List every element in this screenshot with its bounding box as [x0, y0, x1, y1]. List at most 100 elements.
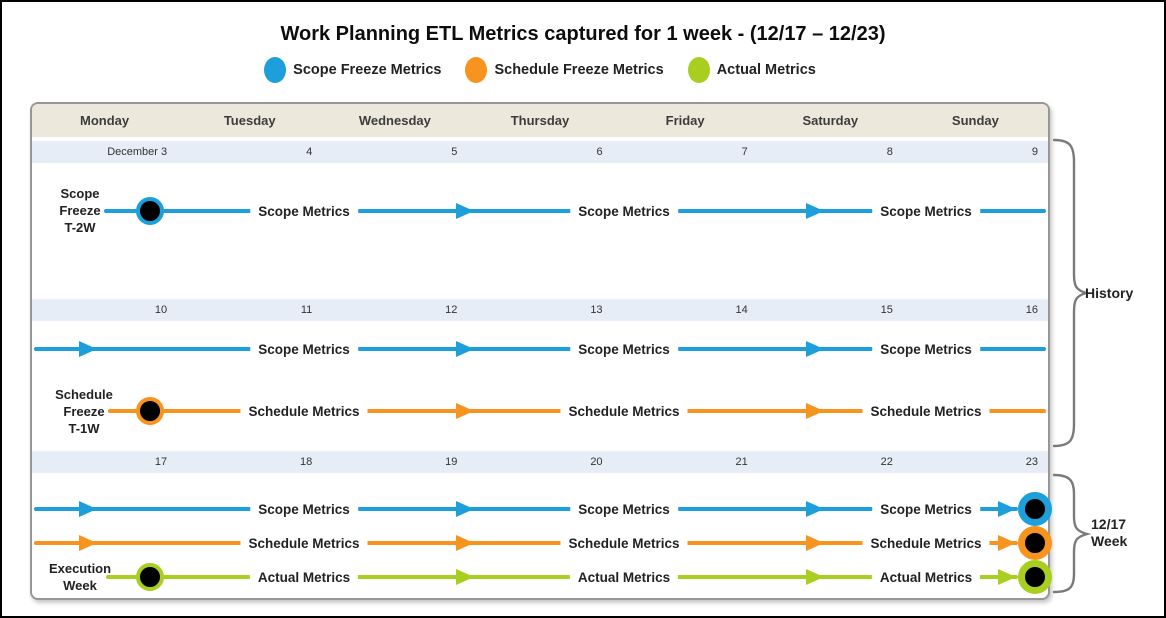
segment-label: Actual Metrics	[249, 560, 359, 594]
legend-label: Schedule Freeze Metrics	[494, 62, 664, 78]
date-cell: 18	[300, 456, 313, 468]
legend-item-scope-freeze: Scope Freeze Metrics	[264, 57, 441, 83]
arrow-right-icon	[806, 535, 824, 551]
execution-week-label: Execution Week	[48, 561, 112, 593]
date-cell: 12	[445, 304, 458, 316]
date-cell: 13	[590, 304, 603, 316]
date-cell: 19	[445, 456, 458, 468]
actual-legend-dot-icon	[687, 57, 710, 83]
arrow-right-icon	[806, 203, 824, 219]
arrow-right-icon	[806, 569, 824, 585]
scope-capture-endpoint-dot	[1018, 492, 1052, 526]
day-header: Wednesday	[358, 113, 431, 128]
date-cell: 16	[1025, 304, 1038, 316]
segment-label: Schedule Metrics	[862, 394, 990, 428]
segment-label: Scope Metrics	[872, 194, 980, 228]
day-header-row: Monday Tuesday Wednesday Thursday Friday…	[32, 104, 1048, 137]
date-row-week1: December 3 4 5 6 7 8 9	[32, 141, 1048, 163]
scope-freeze-milestone-dot	[136, 197, 164, 225]
arrow-right-icon	[998, 501, 1016, 517]
date-cell: December 3	[107, 146, 168, 158]
brace-icons	[1052, 138, 1092, 594]
day-header: Tuesday	[223, 113, 276, 128]
actual-capture-endpoint-dot	[1018, 560, 1052, 594]
date-cell: 6	[596, 146, 603, 158]
arrow-right-icon	[456, 569, 474, 585]
timeline-line	[34, 507, 1018, 511]
history-brace-icon	[1052, 138, 1091, 448]
arrow-right-icon	[79, 341, 97, 357]
schedule-freeze-label: Schedule Freeze T-1W	[55, 387, 113, 436]
timeline-line	[106, 575, 1018, 579]
history-annotation: History	[1085, 285, 1134, 301]
execution-week-milestone-dot	[136, 563, 164, 591]
segment-label: Scope Metrics	[872, 492, 980, 526]
scope-freeze-legend-dot-icon	[264, 57, 287, 83]
segment-label: Schedule Metrics	[862, 526, 990, 560]
segment-label: Actual Metrics	[871, 560, 981, 594]
date-cell: 4	[306, 146, 313, 158]
segment-label: Scope Metrics	[872, 332, 980, 366]
timeline-week3-scope: Scope Metrics Scope Metrics Scope Metric…	[32, 492, 1052, 526]
timeline-line	[34, 541, 1018, 545]
date-row-week3: 17 18 19 20 21 22 23	[32, 451, 1048, 473]
date-row-week2: 10 11 12 13 14 15 16	[32, 299, 1048, 321]
diagram-title: Work Planning ETL Metrics captured for 1…	[280, 23, 886, 45]
arrow-right-icon	[456, 403, 474, 419]
timeline-week2-scope: Scope Metrics Scope Metrics Scope Metric…	[32, 332, 1048, 366]
segment-label: Actual Metrics	[569, 560, 679, 594]
current-week-annotation: 12/17 Week	[1091, 516, 1128, 549]
timeline-week2-schedule: Schedule Metrics Schedule Metrics Schedu…	[32, 394, 1048, 428]
date-cell: 8	[886, 146, 893, 158]
segment-label: Schedule Metrics	[240, 394, 368, 428]
arrow-right-icon	[998, 569, 1016, 585]
segment-label: Schedule Metrics	[560, 394, 688, 428]
arrow-right-icon	[456, 203, 474, 219]
segment-label: Scope Metrics	[570, 194, 678, 228]
date-cell: 9	[1031, 146, 1038, 158]
arrow-right-icon	[79, 535, 97, 551]
arrow-right-icon	[456, 501, 474, 517]
date-cell: 7	[741, 146, 748, 158]
current-week-brace-icon	[1052, 473, 1092, 594]
day-header: Sunday	[951, 113, 999, 128]
date-cell: 21	[735, 456, 748, 468]
date-cell: 5	[451, 146, 458, 158]
segment-label: Scope Metrics	[250, 332, 358, 366]
arrow-right-icon	[456, 341, 474, 357]
legend-item-schedule-freeze: Schedule Freeze Metrics	[465, 57, 664, 83]
segment-label: Scope Metrics	[250, 492, 358, 526]
arrow-right-icon	[456, 535, 474, 551]
date-cell: 15	[880, 304, 893, 316]
schedule-freeze-legend-dot-icon	[465, 57, 488, 83]
day-header: Thursday	[510, 113, 570, 128]
calendar-panel: Monday Tuesday Wednesday Thursday Friday…	[30, 102, 1052, 600]
legend-label: Actual Metrics	[716, 62, 816, 78]
date-cell: 22	[880, 456, 893, 468]
segment-label: Scope Metrics	[570, 332, 678, 366]
timeline-week1-scope: Scope Metrics Scope Metrics Scope Metric…	[32, 194, 1048, 228]
arrow-right-icon	[806, 341, 824, 357]
date-cell: 11	[300, 304, 313, 316]
segment-label: Scope Metrics	[570, 492, 678, 526]
day-header: Saturday	[802, 113, 859, 128]
date-cell: 23	[1025, 456, 1038, 468]
arrow-right-icon	[806, 403, 824, 419]
day-header: Monday	[80, 113, 130, 128]
arrow-right-icon	[998, 535, 1016, 551]
legend-label: Scope Freeze Metrics	[293, 62, 442, 78]
segment-label: Scope Metrics	[250, 194, 358, 228]
legend-item-actual: Actual Metrics	[687, 57, 816, 83]
arrow-right-icon	[79, 501, 97, 517]
timeline-week3-schedule: Schedule Metrics Schedule Metrics Schedu…	[32, 526, 1052, 560]
timeline-week3-actual: Actual Metrics Actual Metrics Actual Met…	[32, 560, 1052, 594]
date-cell: 10	[154, 304, 168, 316]
segment-label: Schedule Metrics	[240, 526, 368, 560]
date-cell: 17	[154, 456, 168, 468]
schedule-freeze-milestone-dot	[136, 397, 164, 425]
schedule-capture-endpoint-dot	[1018, 526, 1052, 560]
day-header: Friday	[665, 113, 705, 128]
arrow-right-icon	[806, 501, 824, 517]
segment-label: Schedule Metrics	[560, 526, 688, 560]
